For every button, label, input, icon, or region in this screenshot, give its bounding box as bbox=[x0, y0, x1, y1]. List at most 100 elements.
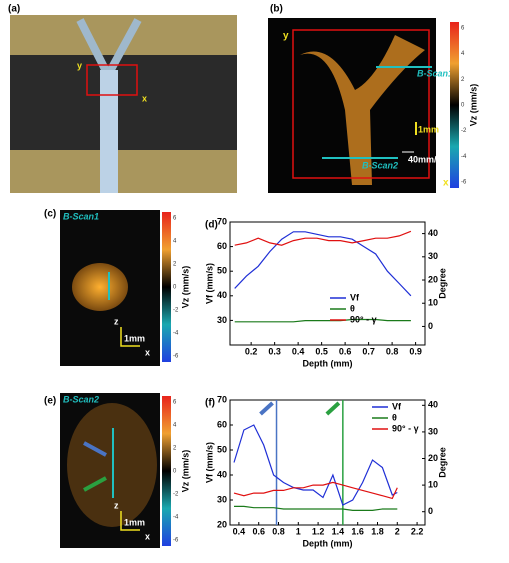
x-tick-label: 2.2 bbox=[411, 526, 424, 536]
y-tick-label: 50 bbox=[217, 444, 227, 454]
y-tick-label: 40 bbox=[217, 290, 227, 300]
x-tick-label: 0.4 bbox=[233, 526, 246, 536]
axis-y: y bbox=[283, 31, 289, 42]
colorbar-tick: 2 bbox=[173, 262, 177, 268]
x-tick-label: 1 bbox=[296, 526, 301, 536]
tube bbox=[100, 70, 118, 193]
y2-tick-label: 30 bbox=[428, 251, 438, 261]
x-tick-label: 0.5 bbox=[315, 346, 328, 356]
colorbar-tick: -2 bbox=[461, 128, 467, 134]
scan-label: B-Scan2 bbox=[63, 394, 99, 404]
x-tick-label: 0.3 bbox=[268, 346, 281, 356]
y-tick-label: 30 bbox=[217, 315, 227, 325]
y2-tick-label: 10 bbox=[428, 479, 438, 489]
x-tick-label: 0.9 bbox=[409, 346, 422, 356]
x-tick-label: 2 bbox=[395, 526, 400, 536]
x-tick-label: 1.4 bbox=[332, 526, 345, 536]
panel-label: (e) bbox=[44, 396, 56, 407]
y-tick-label: 70 bbox=[217, 394, 227, 404]
marker-arrow bbox=[261, 403, 273, 414]
y-tick-label: 70 bbox=[217, 216, 227, 226]
x-tick-label: 0.8 bbox=[386, 346, 399, 356]
panel-label: (b) bbox=[270, 4, 283, 15]
y-tick-label: 60 bbox=[217, 419, 227, 429]
y-tick-label: 40 bbox=[217, 469, 227, 479]
y-tick-label: 50 bbox=[217, 266, 227, 276]
panel-label: (c) bbox=[44, 209, 56, 220]
legend-label: θ bbox=[350, 303, 355, 313]
colorbar-tick: 2 bbox=[173, 446, 177, 452]
colorbar-tick: 0 bbox=[173, 469, 177, 475]
page: {"panels":{ "a":{"label":"(a)","y":"y","… bbox=[0, 0, 509, 563]
x-tick-label: 0.6 bbox=[339, 346, 352, 356]
series-line bbox=[234, 482, 397, 498]
y2-tick-label: 30 bbox=[428, 426, 438, 436]
x-tick-label: 1.6 bbox=[351, 526, 364, 536]
y-axis-label: Vf (mm/s) bbox=[204, 442, 214, 483]
x-tick-label: 1.8 bbox=[371, 526, 384, 536]
axis-x: x bbox=[145, 531, 150, 541]
colorbar-tick: 2 bbox=[461, 77, 465, 83]
vessel bbox=[72, 263, 128, 311]
colorbar-tick: -4 bbox=[461, 154, 467, 160]
colorbar-label: Vz (mm/s) bbox=[468, 84, 478, 127]
panel-label: (d) bbox=[205, 220, 218, 231]
colorbar-tick: -6 bbox=[173, 354, 179, 360]
scale-label: 1mm bbox=[124, 517, 145, 527]
y2-axis-label: Degree bbox=[437, 447, 447, 478]
y2-tick-label: 40 bbox=[428, 228, 438, 238]
legend-label: Vf bbox=[392, 401, 402, 411]
legend-label: θ bbox=[392, 412, 397, 422]
colorbar-tick: 0 bbox=[173, 285, 177, 291]
tape bbox=[10, 150, 237, 193]
axis-z: z bbox=[114, 316, 119, 326]
axis-x: x bbox=[443, 178, 449, 189]
legend-label: 90° - γ bbox=[392, 423, 419, 433]
x-tick-label: 0.4 bbox=[292, 346, 305, 356]
colorbar bbox=[162, 212, 171, 362]
x-tick-label: 0.7 bbox=[362, 346, 375, 356]
scan-label: B-Scan2 bbox=[362, 160, 398, 170]
y-tick-label: 30 bbox=[217, 494, 227, 504]
colorbar bbox=[162, 396, 171, 546]
colorbar-tick: 4 bbox=[173, 239, 177, 245]
speed-label: 40mm/s bbox=[408, 154, 442, 164]
panel-label: (a) bbox=[8, 4, 20, 15]
colorbar-tick: -2 bbox=[173, 492, 179, 498]
scan-label: B-Scan1 bbox=[63, 211, 99, 221]
y2-tick-label: 0 bbox=[428, 506, 433, 516]
series-line bbox=[235, 320, 411, 322]
axis-x: x bbox=[145, 347, 150, 357]
x-tick-label: 0.2 bbox=[245, 346, 258, 356]
legend-label: 90° - γ bbox=[350, 314, 377, 324]
y2-tick-label: 40 bbox=[428, 400, 438, 410]
colorbar-label: Vz (mm/s) bbox=[180, 266, 190, 309]
colorbar-tick: -6 bbox=[461, 180, 467, 186]
y2-tick-label: 0 bbox=[428, 321, 433, 331]
axis-x: x bbox=[142, 93, 147, 103]
panel-label: (f) bbox=[205, 398, 215, 409]
colorbar-tick: 6 bbox=[173, 216, 177, 222]
x-axis-label: Depth (mm) bbox=[303, 358, 353, 368]
series-line bbox=[235, 232, 411, 296]
colorbar-tick: -6 bbox=[173, 538, 179, 544]
colorbar-tick: -4 bbox=[173, 331, 179, 337]
y-tick-label: 60 bbox=[217, 241, 227, 251]
axis-z: z bbox=[114, 500, 119, 510]
scan-label: B-Scan1 bbox=[417, 68, 453, 78]
series-line bbox=[235, 231, 411, 245]
series-line bbox=[234, 506, 397, 510]
legend-label: Vf bbox=[350, 292, 360, 302]
axis-y: y bbox=[77, 60, 82, 70]
scale-label: 1mm bbox=[418, 124, 439, 134]
y-tick-label: 20 bbox=[217, 519, 227, 529]
x-tick-label: 1.2 bbox=[312, 526, 325, 536]
colorbar-tick: 4 bbox=[173, 423, 177, 429]
x-tick-label: 0.6 bbox=[252, 526, 265, 536]
colorbar-tick: 4 bbox=[461, 51, 465, 57]
colorbar-tick: 6 bbox=[173, 400, 177, 406]
figure: (a) y x y x B-Scan1 B-Scan2 1mm 40mm/s (… bbox=[0, 0, 509, 563]
marker-arrow bbox=[327, 403, 339, 414]
colorbar bbox=[450, 22, 459, 188]
colorbar-tick: 6 bbox=[461, 26, 465, 32]
